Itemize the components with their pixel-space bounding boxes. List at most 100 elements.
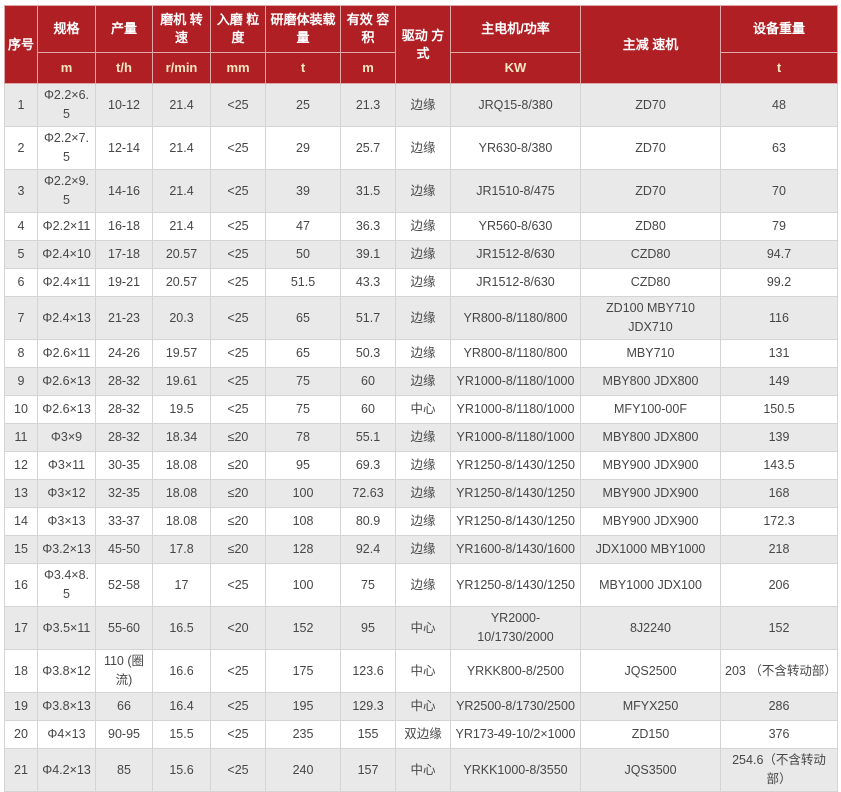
cell-effective_volume: 123.6 [340,649,396,693]
cell-index: 16 [4,563,38,607]
cell-spec: Φ3×11 [37,451,96,480]
cell-feed_size: <25 [210,212,266,241]
cell-main_motor_power: YR2500-8/1730/2500 [450,692,581,721]
cell-output: 19-21 [95,268,153,297]
cell-main_motor_power: YR173-49-10/2×1000 [450,720,581,749]
cell-index: 18 [4,649,38,693]
cell-index: 7 [4,296,38,340]
table-row: 13 Φ3×12 32-35 18.08 ≤20 100 72.63 边缘 YR1250-8/1… [4,479,838,508]
cell-effective_volume: 157 [340,748,396,792]
cell-equipment_weight: 79 [720,212,838,241]
cell-equipment_weight: 218 [720,535,838,564]
cell-equipment_weight: 206 [720,563,838,607]
cell-index: 12 [4,451,38,480]
cell-spec: Φ4×13 [37,720,96,749]
cell-mill_speed: 17.8 [152,535,211,564]
cell-equipment_weight: 139 [720,423,838,452]
cell-spec: Φ2.6×11 [37,339,96,368]
cell-media_load: 50 [265,240,341,269]
cell-effective_volume: 60 [340,395,396,424]
cell-main_reducer: MFYX250 [580,692,721,721]
cell-mill_speed: 19.61 [152,367,211,396]
cell-effective_volume: 69.3 [340,451,396,480]
cell-index: 10 [4,395,38,424]
cell-effective_volume: 60 [340,367,396,396]
cell-drive_mode: 边缘 [395,83,451,127]
cell-index: 11 [4,423,38,452]
cell-index: 1 [4,83,38,127]
cell-effective_volume: 155 [340,720,396,749]
cell-spec: Φ2.4×13 [37,296,96,340]
cell-mill_speed: 15.6 [152,748,211,792]
cell-feed_size: <25 [210,649,266,693]
unit-mill-speed: r/min [152,52,211,84]
cell-index: 15 [4,535,38,564]
table-row: 16 Φ3.4×8.5 52-58 17 <25 100 75 边缘 YR1250-8/1430… [4,563,838,607]
unit-effective-volume: m [340,52,396,84]
cell-spec: Φ2.2×11 [37,212,96,241]
table-row: 4 Φ2.2×11 16-18 21.4 <25 47 36.3 边缘 YR560-8/630 Z… [4,212,838,241]
cell-main_motor_power: YR1600-8/1430/1600 [450,535,581,564]
cell-feed_size: <25 [210,169,266,213]
cell-main_reducer: ZD70 [580,83,721,127]
cell-drive_mode: 中心 [395,606,451,650]
table-row: 14 Φ3×13 33-37 18.08 ≤20 108 80.9 边缘 YR1250-8/14… [4,507,838,536]
cell-drive_mode: 中心 [395,748,451,792]
cell-drive_mode: 边缘 [395,563,451,607]
cell-drive_mode: 边缘 [395,268,451,297]
cell-main_reducer: ZD100 MBY710 JDX710 [580,296,721,340]
cell-main_motor_power: YR1000-8/1180/1000 [450,395,581,424]
table-row: 2 Φ2.2×7.5 12-14 21.4 <25 29 25.7 边缘 YR630-8/380… [4,126,838,170]
cell-main_reducer: MBY800 JDX800 [580,423,721,452]
cell-feed_size: ≤20 [210,535,266,564]
cell-index: 20 [4,720,38,749]
cell-drive_mode: 边缘 [395,367,451,396]
cell-output: 55-60 [95,606,153,650]
cell-main_reducer: ZD70 [580,169,721,213]
cell-main_motor_power: YR800-8/1180/800 [450,339,581,368]
cell-effective_volume: 95 [340,606,396,650]
cell-effective_volume: 75 [340,563,396,607]
cell-equipment_weight: 254.6（不含转动部） [720,748,838,792]
column-header-index: 序号 [4,5,38,84]
cell-equipment_weight: 143.5 [720,451,838,480]
table-row: 11 Φ3×9 28-32 18.34 ≤20 78 55.1 边缘 YR1000-8/1180… [4,423,838,452]
cell-effective_volume: 80.9 [340,507,396,536]
cell-index: 21 [4,748,38,792]
cell-media_load: 108 [265,507,341,536]
table-row: 12 Φ3×11 30-35 18.08 ≤20 95 69.3 边缘 YR1250-8/143… [4,451,838,480]
cell-spec: Φ2.6×13 [37,395,96,424]
cell-mill_speed: 20.3 [152,296,211,340]
cell-spec: Φ2.4×10 [37,240,96,269]
cell-main_reducer: MBY710 [580,339,721,368]
cell-mill_speed: 17 [152,563,211,607]
cell-mill_speed: 18.34 [152,423,211,452]
cell-index: 17 [4,606,38,650]
cell-main_motor_power: YR560-8/630 [450,212,581,241]
cell-main_motor_power: YRKK1000-8/3550 [450,748,581,792]
cell-feed_size: <25 [210,240,266,269]
cell-equipment_weight: 203 （不含转动部） [720,649,838,693]
cell-equipment_weight: 99.2 [720,268,838,297]
cell-mill_speed: 15.5 [152,720,211,749]
cell-main_reducer: JDX1000 MBY1000 [580,535,721,564]
table-row: 3 Φ2.2×9.5 14-16 21.4 <25 39 31.5 边缘 JR1510-8/47… [4,169,838,213]
cell-main_motor_power: JR1510-8/475 [450,169,581,213]
table-row: 20 Φ4×13 90-95 15.5 <25 235 155 双边缘 YR173-49-10/… [4,720,838,749]
cell-effective_volume: 92.4 [340,535,396,564]
cell-main_motor_power: YRKK800-8/2500 [450,649,581,693]
cell-equipment_weight: 149 [720,367,838,396]
cell-main_reducer: 8J2240 [580,606,721,650]
cell-spec: Φ2.2×7.5 [37,126,96,170]
cell-main_motor_power: YR800-8/1180/800 [450,296,581,340]
cell-main_motor_power: JR1512-8/630 [450,240,581,269]
page: 序号 规格 产量 磨机 转速 入磨 粒度 研磨体装载量 有效 容积 驱动 方式 … [4,5,838,792]
cell-media_load: 29 [265,126,341,170]
cell-main_motor_power: YR630-8/380 [450,126,581,170]
cell-media_load: 78 [265,423,341,452]
cell-output: 24-26 [95,339,153,368]
cell-index: 19 [4,692,38,721]
cell-index: 14 [4,507,38,536]
cell-feed_size: <25 [210,748,266,792]
cell-output: 28-32 [95,423,153,452]
